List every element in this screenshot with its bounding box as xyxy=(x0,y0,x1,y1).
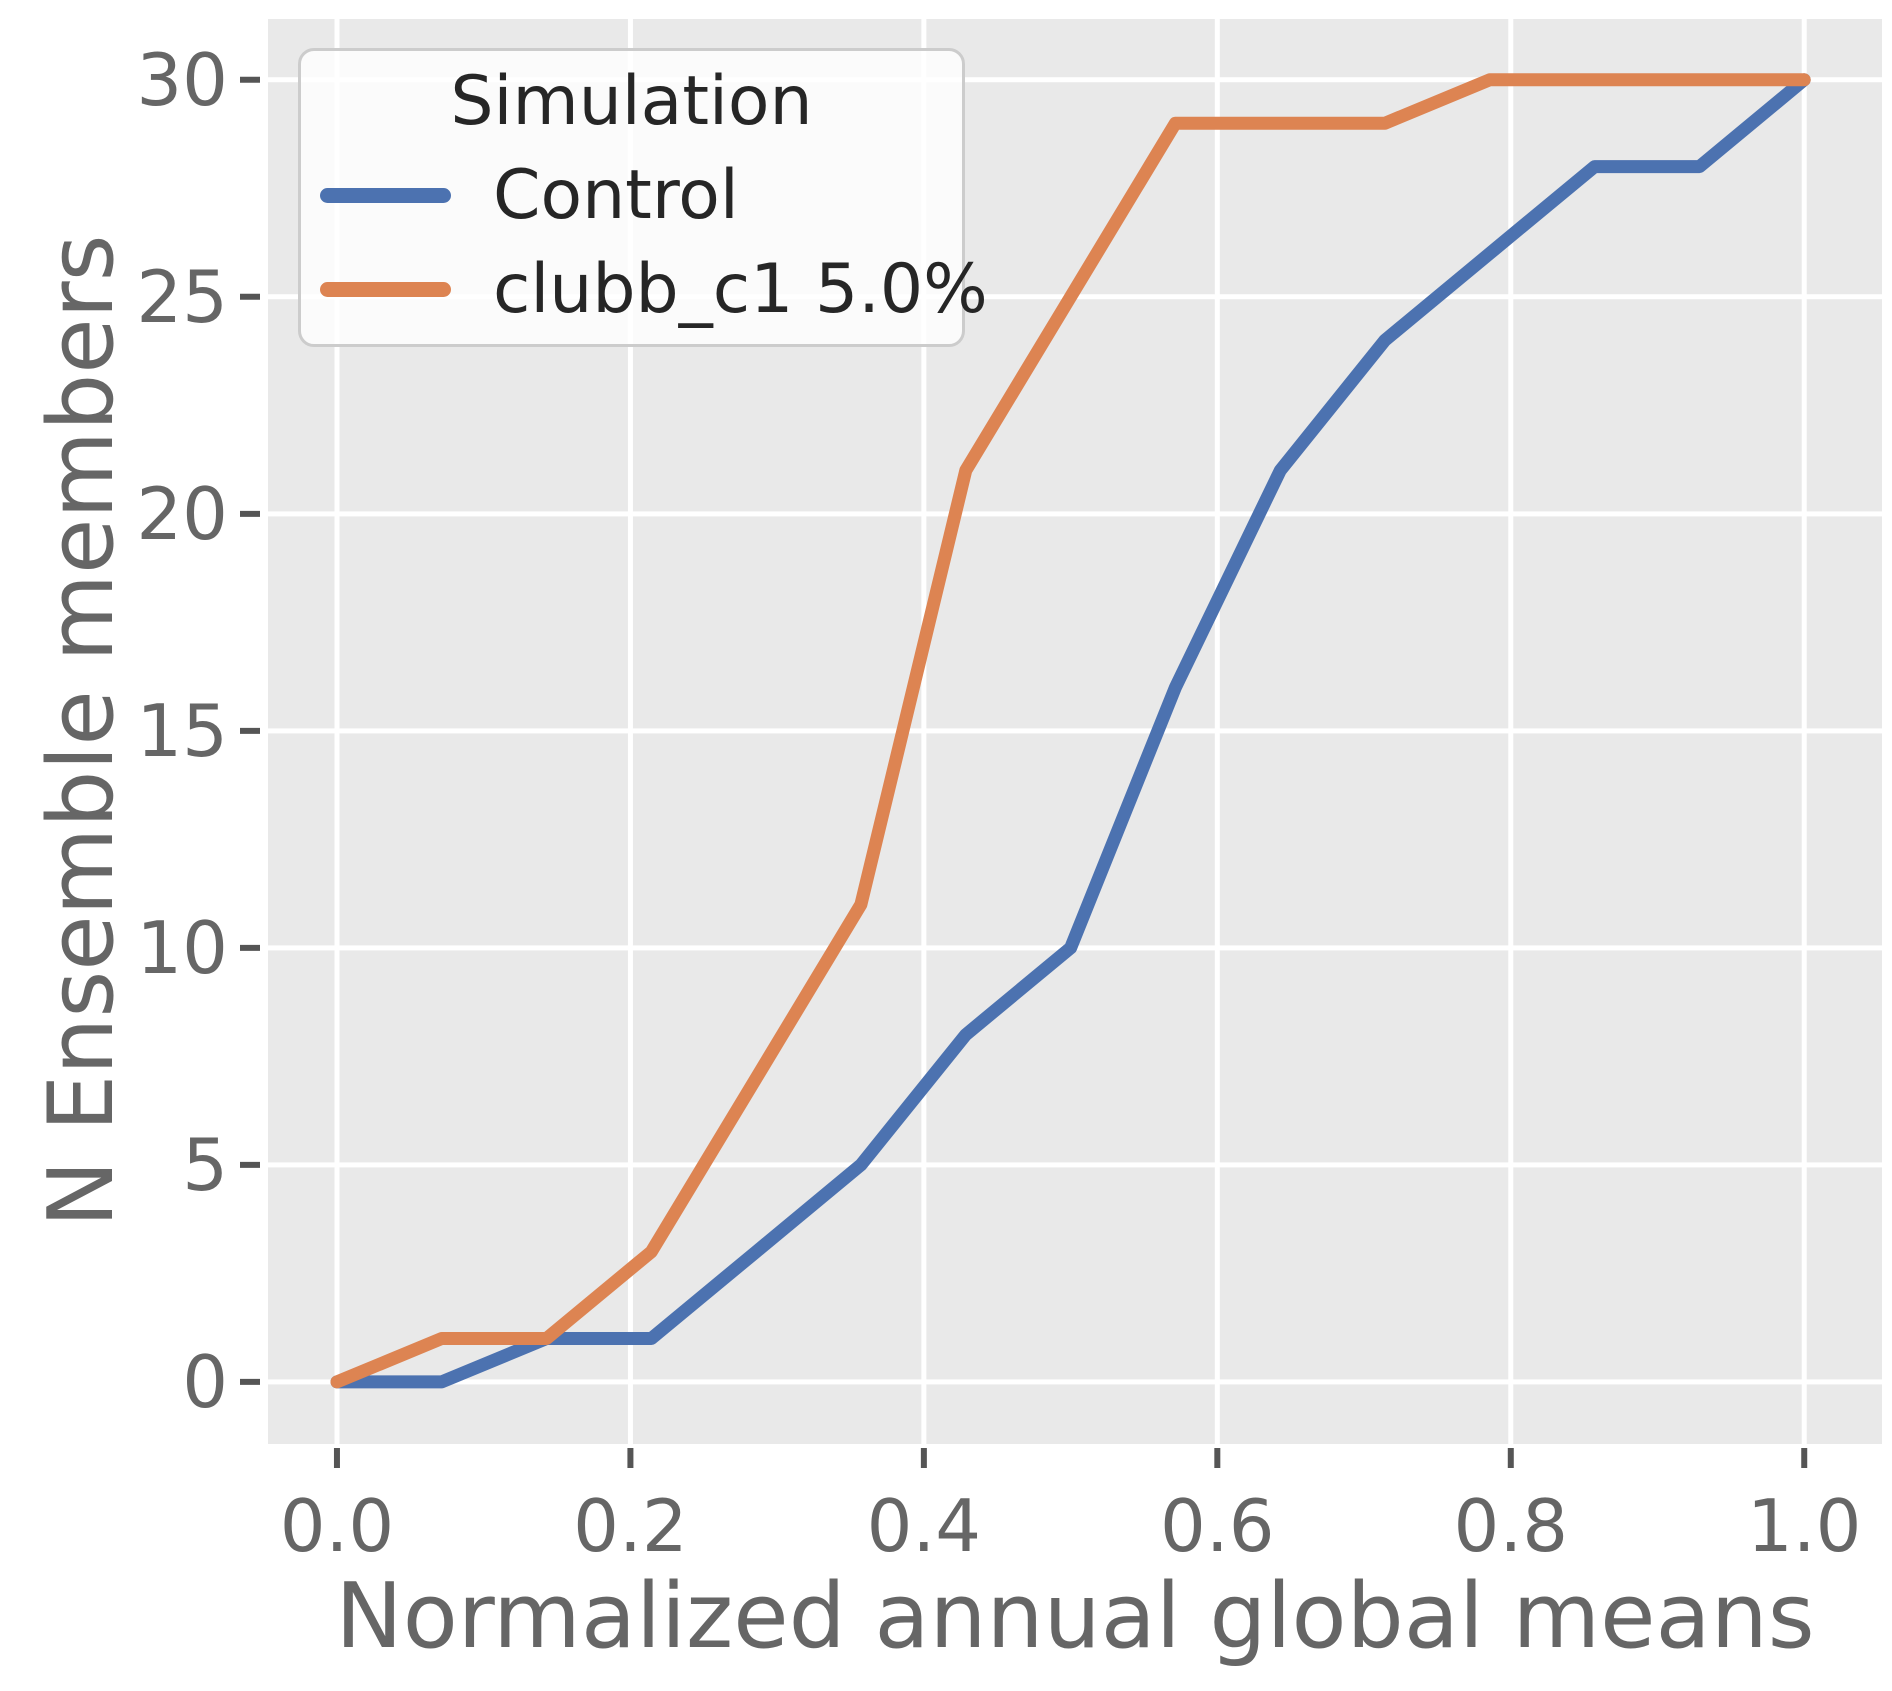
legend-swatch-control xyxy=(320,188,451,203)
legend-swatch-clubb-c1 xyxy=(320,282,451,297)
y-axis-label: N Ensemble members xyxy=(29,234,134,1228)
x-axis-label: Normalized annual global means xyxy=(335,1564,1815,1669)
legend-title: Simulation xyxy=(450,62,813,141)
legend-label-control: Control xyxy=(493,156,739,235)
legend-label-clubb-c1: clubb_c1 5.0% xyxy=(493,250,988,329)
series-line-0 xyxy=(330,73,1811,1389)
legend: Simulation Control clubb_c1 5.0% xyxy=(298,48,988,347)
series-line-1 xyxy=(330,73,1811,1389)
